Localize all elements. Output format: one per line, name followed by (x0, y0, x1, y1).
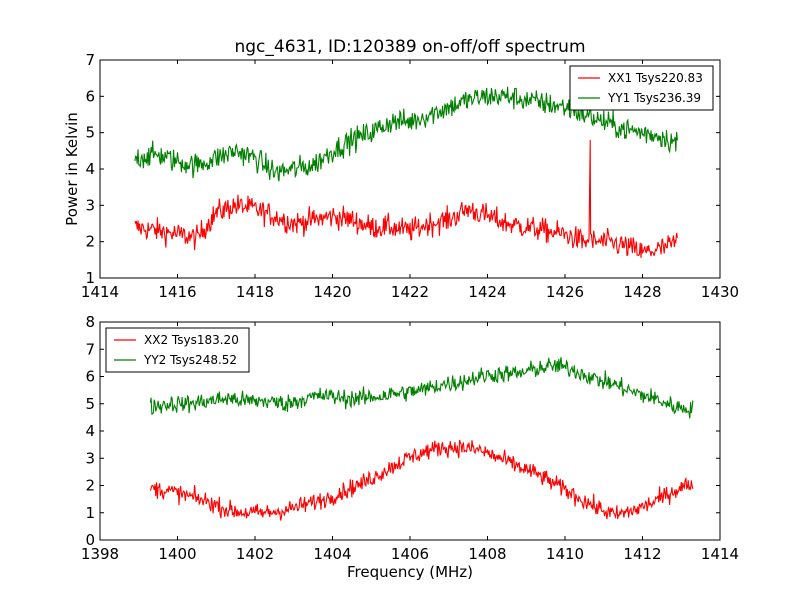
chart-panel-1: 1414 1416 1418 1420 1422 1424 1426 1428 1430 1 2 3 4… (63, 51, 739, 301)
y-tick-label: 7 (85, 340, 95, 358)
legend: XX2 Tsys183.20 YY2 Tsys248.52 (105, 327, 250, 373)
series-line-1 (134, 139, 678, 258)
x-tick-label: 1412 (623, 545, 661, 563)
x-tick-label: 1418 (236, 283, 274, 301)
legend-entry-label: YY1 Tsys236.39 (607, 91, 701, 105)
y-tick-label: 0 (85, 531, 95, 549)
x-tick-label: 1416 (158, 283, 196, 301)
y-tick-label: 4 (85, 160, 95, 178)
series-line-1 (149, 439, 694, 521)
y-tick-label: 3 (85, 449, 95, 467)
legend: XX1 Tsys220.83 YY1 Tsys236.39 (569, 65, 714, 111)
legend-entry-label: XX1 Tsys220.83 (608, 71, 703, 85)
x-tick-label: 1422 (391, 283, 429, 301)
y-tick-label: 3 (85, 196, 95, 214)
legend-entry-label: YY2 Tsys248.52 (143, 353, 237, 367)
y-tick-label: 1 (85, 504, 95, 522)
series-group (149, 357, 694, 521)
x-tick-label: 1414 (701, 545, 739, 563)
x-tick-label: 1410 (546, 545, 584, 563)
y-tick-label: 2 (85, 477, 95, 495)
x-tick-label: 1404 (313, 545, 351, 563)
series-line-2 (149, 357, 694, 419)
chart-panel-2: 1398 1400 1402 1404 1406 1408 1410 1412 1414 0 1 2 3… (81, 313, 739, 581)
x-tick-label: 1424 (468, 283, 506, 301)
x-tick-label: 1420 (313, 283, 351, 301)
x-tick-label: 1428 (623, 283, 661, 301)
y-tick-label: 5 (85, 124, 95, 142)
y-tick-label: 7 (85, 51, 95, 69)
x-tick-label: 1426 (546, 283, 584, 301)
x-tick-label: 1430 (701, 283, 739, 301)
x-tick-label: 1414 (81, 283, 119, 301)
x-tick-label: 1408 (468, 545, 506, 563)
series-line-2 (134, 86, 678, 182)
y-tick-label: 4 (85, 422, 95, 440)
x-tick-label: 1400 (158, 545, 196, 563)
y-tick-label: 5 (85, 395, 95, 413)
legend-box (569, 65, 714, 111)
x-tick-label: 1406 (391, 545, 429, 563)
y-axis-label: Power in Kelvin (63, 112, 81, 226)
figure-title: ngc_4631, ID:120389 on-off/off spectrum (234, 37, 585, 57)
legend-entry-label: XX2 Tsys183.20 (144, 333, 239, 347)
series-group (134, 86, 678, 258)
y-tick-label: 6 (85, 87, 95, 105)
y-tick-label: 2 (85, 233, 95, 251)
panels: 1414 1416 1418 1420 1422 1424 1426 1428 14301234… (63, 51, 739, 581)
y-tick-label: 1 (85, 269, 95, 287)
x-tick-label: 1402 (236, 545, 274, 563)
y-tick-label: 6 (85, 368, 95, 386)
x-axis-label: Frequency (MHz) (347, 563, 473, 581)
x-tick-label: 1398 (81, 545, 119, 563)
y-tick-label: 8 (85, 313, 95, 331)
legend-box (105, 327, 250, 373)
